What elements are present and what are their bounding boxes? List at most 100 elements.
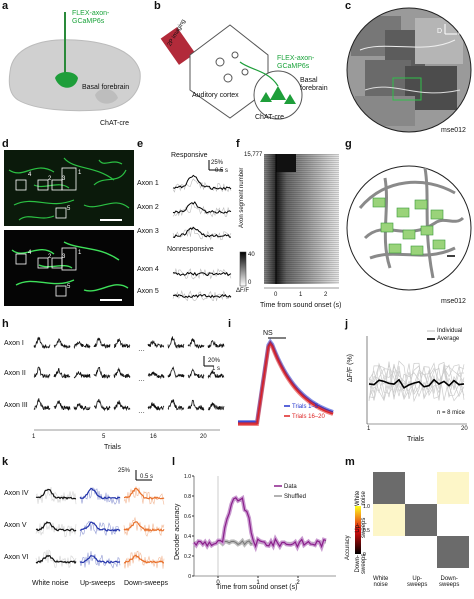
h-ellipsis-3: … [138, 408, 145, 415]
roi-top-2: 2 [48, 176, 52, 182]
trace-k-mean-2-2 [79, 521, 121, 532]
legend-trials-late: Trials 16–20 [292, 414, 325, 420]
heatmap-xlabel: Time from sound onset (s) [260, 302, 342, 309]
l-ytick-label-2: 0.4 [184, 534, 191, 540]
trace-h-2-3 [73, 371, 91, 379]
panel-label-f: f [236, 138, 240, 150]
mouse-id-c: mse012 [441, 127, 466, 134]
trace-h-1-2 [53, 338, 71, 350]
m-cell-0-0 [373, 472, 405, 504]
j-n-mice: n = 8 mice [437, 410, 465, 416]
brain-schematic-a [8, 12, 141, 112]
stim-down-sweeps: Down-sweeps [124, 580, 168, 587]
trace-e-mean-3 [172, 226, 231, 238]
m-cbar-label: Accuracy [345, 535, 351, 560]
f-xtick-2: 2 [324, 292, 328, 298]
m-colorbar [355, 506, 361, 554]
field-of-view-map-c [346, 7, 472, 133]
axon-traces-e [172, 160, 232, 302]
trace-h-1-3 [73, 340, 91, 350]
panel-i: NS Trials 1–5 Trials 16–20 [228, 326, 344, 454]
trace-h-1-8 [187, 338, 205, 349]
trace-h-2-2 [53, 367, 71, 379]
stimulus-traces-k [35, 470, 165, 569]
trace-e-mean-4 [172, 271, 232, 277]
accuracy-matrix-m: 0 0.5 1.0 [355, 472, 469, 568]
l-ylabel: Decoder accuracy [174, 503, 181, 560]
scale-y-h: 20% [208, 358, 221, 364]
trace-e-single-2 [172, 203, 232, 218]
trace-h-3-6 [147, 401, 165, 411]
panel-label-k: k [2, 456, 9, 468]
region-label-b: Auditory cortex [192, 92, 239, 99]
legend-data: Data [284, 484, 297, 490]
axon-iii-label: Axon III [4, 402, 28, 409]
trace-k-single-1-3 [123, 486, 165, 505]
trace-k-mean-3-3 [123, 554, 164, 564]
j-xtick-1: 1 [367, 426, 371, 432]
trace-k-single-3-2 [79, 551, 121, 569]
l-data-band [192, 494, 327, 553]
trace-e-mean-2 [172, 201, 232, 214]
virus-label-b: FLEX-axon- GCaMP6s [277, 55, 315, 70]
trace-k-single-3-3 [123, 550, 165, 569]
trace-k-single-1-1 [35, 486, 77, 505]
axon-3-label: Axon 3 [137, 228, 159, 235]
panel-k: Axon IV Axon V Axon VI 25% 0.5 s White n… [0, 466, 172, 594]
trace-h-2-7 [167, 366, 185, 379]
m-cell-2-2 [437, 536, 469, 568]
roi-top-1: 1 [78, 170, 82, 176]
f-xtick-1: 1 [299, 292, 303, 298]
legend-shuffled: Shuffled [284, 494, 306, 500]
trace-h-1-9 [207, 339, 225, 348]
virus-label-a: FLEX-axon- GCaMP6s [72, 10, 110, 25]
trace-h-3-4 [94, 398, 111, 412]
j-individual-8 [368, 361, 465, 401]
trace-e-mean-1 [172, 174, 232, 191]
panel-label-b: b [154, 0, 161, 12]
scale-x-e: 0.5 s [215, 168, 229, 174]
trace-k-single-3-1 [35, 549, 77, 568]
trace-h-3-8 [187, 399, 205, 412]
trace-h-1-6 [147, 340, 165, 349]
band-i-2 [238, 340, 334, 426]
heatmap-ylabel: Axon segment number [239, 167, 245, 228]
j-individual-6 [368, 362, 465, 401]
panel-label-h: h [2, 318, 9, 330]
scale-y-k: 25% [118, 468, 131, 474]
roi-bottom-3: 3 [62, 254, 66, 260]
h-ellipsis-2: … [138, 376, 145, 383]
h-xtick-20: 20 [200, 434, 207, 440]
cbar-unit: ΔF/F [236, 288, 250, 294]
l-ytick-label-3: 0.6 [184, 514, 191, 520]
panel-label-a: a [2, 0, 9, 12]
panel-b: 2P imaging Auditory cortex FLEX-axon- GC… [150, 0, 345, 135]
roi-top-4: 4 [28, 172, 32, 178]
trace-k-mean-1-3 [124, 487, 165, 500]
l-xtick-label-0: 0 [216, 580, 220, 586]
axon-v-label: Axon V [4, 522, 27, 529]
j-xlabel: Trials [407, 436, 424, 443]
axon-4-label: Axon 4 [137, 266, 159, 273]
line-label-b: ChAT-cre [255, 114, 285, 121]
panel-a: FLEX-axon- GCaMP6s Basal forebrain ChAT-… [0, 0, 150, 135]
trace-k-mean-3-1 [35, 554, 77, 565]
dir-r-label: R [458, 30, 464, 37]
h-xtick-1: 1 [32, 434, 36, 440]
legend-individual: Individual [437, 328, 463, 334]
group-responsive: Responsive [171, 152, 208, 159]
heatmap-f [239, 154, 339, 289]
m-row-up-sweeps: Up- sweeps [355, 517, 367, 538]
trace-h-3-3 [73, 402, 91, 411]
trace-h-1-7 [167, 336, 185, 349]
cbar-top: 40 [248, 252, 255, 258]
target-label-b: Basal forebrain [300, 77, 328, 92]
trial-traces-h [33, 336, 225, 431]
m-cell-0-1 [405, 472, 437, 504]
j-ylabel: ΔF/F (%) [347, 353, 354, 382]
group-nonresponsive: Nonresponsive [167, 246, 214, 253]
trace-k-single-2-2 [79, 521, 121, 537]
trace-h-2-6 [147, 371, 165, 380]
m-cell-0-2 [437, 472, 469, 504]
h-xtick-16: 16 [150, 434, 157, 440]
